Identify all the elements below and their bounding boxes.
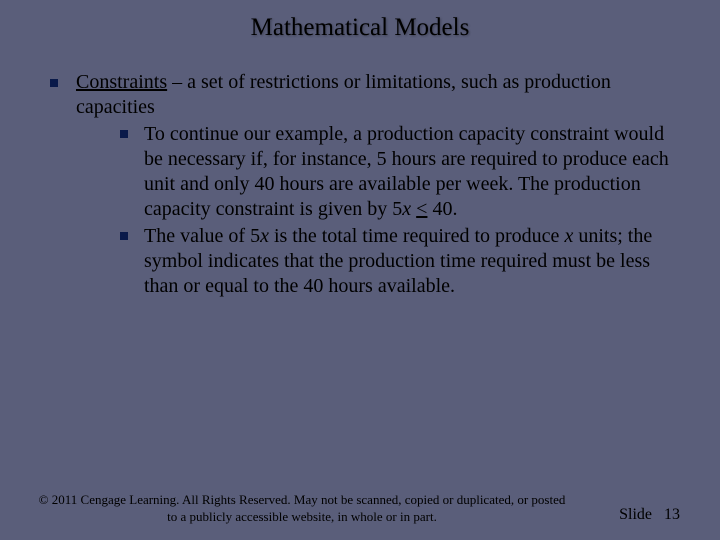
sub-bullet-2-text: The value of 5x is the total time requir…	[144, 224, 680, 299]
slide-body: Constraints – a set of restrictions or l…	[0, 42, 720, 301]
slide-title: Mathematical Models	[0, 0, 720, 42]
le-symbol: <	[416, 198, 427, 220]
sub-bullet-2: The value of 5x is the total time requir…	[120, 224, 680, 299]
square-bullet-icon	[120, 130, 128, 138]
text-fragment: is the total time required to produce	[269, 225, 564, 247]
sub-bullet-1-text: To continue our example, a production ca…	[144, 122, 680, 222]
slide-label: Slide	[619, 506, 652, 523]
var-x: x	[402, 198, 411, 220]
sub-bullet-1: To continue our example, a production ca…	[120, 122, 680, 222]
copyright-text: © 2011 Cengage Learning. All Rights Rese…	[32, 492, 572, 526]
term-constraints: Constraints	[76, 71, 167, 93]
var-x: x	[260, 225, 269, 247]
bullet-text-1: Constraints – a set of restrictions or l…	[76, 70, 680, 301]
slide-footer: © 2011 Cengage Learning. All Rights Rese…	[32, 492, 680, 526]
square-bullet-icon	[120, 232, 128, 240]
text-fragment: The value of 5	[144, 225, 260, 247]
slide-number: Slide 13	[619, 505, 680, 526]
square-bullet-icon	[50, 79, 58, 87]
bullet-item-1: Constraints – a set of restrictions or l…	[50, 70, 680, 301]
text-fragment: 40.	[427, 198, 457, 220]
var-x: x	[564, 225, 573, 247]
slide-num: 13	[664, 506, 680, 523]
